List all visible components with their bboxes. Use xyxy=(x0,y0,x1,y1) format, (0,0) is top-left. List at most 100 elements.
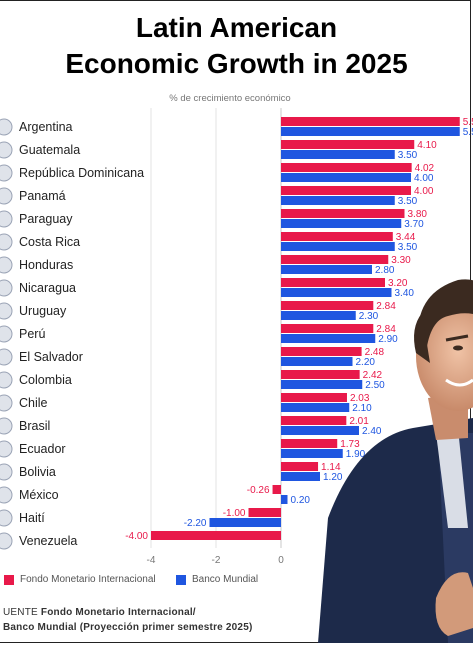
value-label-wb: 2.30 xyxy=(359,311,379,322)
country-flag-icon xyxy=(0,210,13,228)
source-prefix: UENTE xyxy=(3,607,38,618)
country-flag-icon xyxy=(0,348,13,366)
bar-imf xyxy=(272,485,281,494)
value-label-imf: 2.01 xyxy=(349,416,369,427)
x-tick-label: -2 xyxy=(212,555,221,566)
title-line-1: Latin American xyxy=(135,12,338,43)
country-label: Argentina xyxy=(19,120,73,134)
value-label-wb: 5.50 xyxy=(463,127,473,138)
country-flag-icon xyxy=(0,394,13,412)
value-label-wb: -2.20 xyxy=(184,518,207,529)
bar-imf xyxy=(151,531,281,540)
person-photo xyxy=(318,279,473,643)
bar-wb xyxy=(281,265,372,274)
value-label-imf: -0.26 xyxy=(247,485,270,496)
country-label: Uruguay xyxy=(19,304,67,318)
value-label-wb: 2.50 xyxy=(365,380,385,391)
bar-imf xyxy=(281,117,460,126)
country-flag-icon xyxy=(0,417,13,435)
legend-wb-label: Banco Mundial xyxy=(192,574,259,585)
value-label-wb: 3.50 xyxy=(398,196,418,207)
legend-wb-swatch xyxy=(176,574,186,585)
legend-imf-label: Fondo Monetario Internacional xyxy=(20,574,156,585)
value-label-wb: 2.10 xyxy=(352,403,372,414)
value-label-imf: 5.50 xyxy=(463,117,473,128)
legend-imf: Fondo Monetario Internacional xyxy=(4,574,156,585)
bar-wb xyxy=(281,495,288,504)
value-label-imf: 2.03 xyxy=(350,393,370,404)
value-label-imf: 2.84 xyxy=(376,324,396,335)
bar-wb xyxy=(281,449,343,458)
bar-wb xyxy=(281,334,376,343)
value-label-wb: 3.40 xyxy=(395,288,415,299)
value-label-imf: 1.14 xyxy=(321,462,341,473)
value-label-imf: 4.00 xyxy=(414,186,434,197)
bar-wb xyxy=(281,150,395,159)
value-label-imf: 3.44 xyxy=(396,232,416,243)
value-label-wb: 2.80 xyxy=(375,265,395,276)
value-label-wb: 3.70 xyxy=(404,219,424,230)
country-flag-icon xyxy=(0,532,13,550)
bar-imf xyxy=(281,278,385,287)
country-label: El Salvador xyxy=(19,350,83,364)
bar-imf xyxy=(248,508,281,517)
country-flag-icon xyxy=(0,256,13,274)
value-label-wb: 1.90 xyxy=(346,449,366,460)
bar-wb xyxy=(281,173,411,182)
value-label-imf: -4.00 xyxy=(125,531,148,542)
country-flag-icon xyxy=(0,463,13,481)
value-label-wb: 1.20 xyxy=(323,472,343,483)
value-label-wb: 2.90 xyxy=(378,334,398,345)
value-label-wb: 2.40 xyxy=(362,426,382,437)
legend-imf-swatch xyxy=(4,574,14,585)
value-label-wb: 2.20 xyxy=(356,357,376,368)
country-label: Chile xyxy=(19,396,48,410)
country-label: México xyxy=(19,488,59,502)
value-label-wb: 3.50 xyxy=(398,242,418,253)
source-note: UENTE Fondo Monetario Internacional/ Ban… xyxy=(3,605,253,635)
bar-imf xyxy=(281,347,362,356)
value-label-imf: 4.10 xyxy=(417,140,437,151)
bar-wb xyxy=(281,196,395,205)
value-label-imf: 2.42 xyxy=(363,370,383,381)
bar-imf xyxy=(281,209,405,218)
country-label: Haití xyxy=(19,511,45,525)
value-label-imf: 3.30 xyxy=(391,255,411,266)
country-flag-icon xyxy=(0,302,13,320)
value-label-imf: 4.02 xyxy=(415,163,435,174)
x-tick-label: 0 xyxy=(278,555,284,566)
country-flag-icon xyxy=(0,371,13,389)
bar-imf xyxy=(281,140,415,149)
bar-wb xyxy=(281,242,395,251)
bar-imf xyxy=(281,416,347,425)
value-label-wb: 3.50 xyxy=(398,150,418,161)
country-label: Honduras xyxy=(19,258,73,272)
bar-wb xyxy=(209,518,281,527)
bar-imf xyxy=(281,232,393,241)
bar-imf xyxy=(281,462,319,471)
country-flag-icon xyxy=(0,440,13,458)
bar-wb xyxy=(281,288,392,297)
bar-imf xyxy=(281,439,338,448)
chart-subtitle: % de crecimiento económico xyxy=(169,93,291,104)
bar-wb xyxy=(281,219,402,228)
country-flag-icon xyxy=(0,486,13,504)
source-line-2: Banco Mundial (Proyección primer semestr… xyxy=(3,622,253,633)
country-flag-icon xyxy=(0,187,13,205)
country-label: Venezuela xyxy=(19,534,77,548)
value-label-wb: 0.20 xyxy=(291,495,311,506)
country-label: Brasil xyxy=(19,419,50,433)
x-tick-label: -4 xyxy=(147,555,156,566)
value-label-imf: 1.73 xyxy=(340,439,360,450)
bar-imf xyxy=(281,163,412,172)
value-label-imf: -1.00 xyxy=(223,508,246,519)
country-flag-icon xyxy=(0,164,13,182)
source-line-1: Fondo Monetario Internacional/ xyxy=(40,607,196,618)
chart-title: Latin American Economic Growth in 2025 xyxy=(0,10,473,82)
bar-imf xyxy=(281,255,389,264)
country-flag-icon xyxy=(0,279,13,297)
country-label: Ecuador xyxy=(19,442,66,456)
bar-wb xyxy=(281,311,356,320)
country-flag-icon xyxy=(0,118,13,136)
